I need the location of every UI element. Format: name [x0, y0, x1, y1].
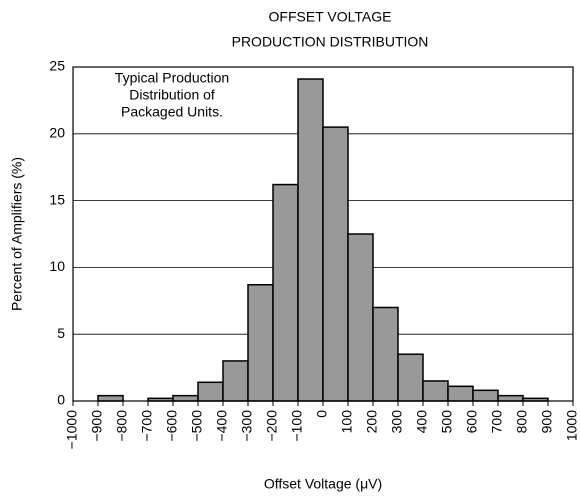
annotation-box [88, 70, 258, 128]
x-tick-label: −300 [239, 410, 255, 442]
x-tick-label: −1000 [64, 410, 80, 450]
x-tick-label: −800 [114, 410, 130, 442]
x-tick-label: 400 [414, 410, 430, 434]
bar [372, 306, 399, 402]
plot-frame [72, 66, 574, 402]
x-axis-label: Offset Voltage (μV) [264, 476, 382, 492]
x-tick-label: 500 [439, 410, 455, 434]
chart-title: PRODUCTION DISTRIBUTION [232, 34, 429, 50]
bar [272, 183, 299, 402]
y-tick-label: 25 [49, 58, 65, 74]
annotation: Typical Production [115, 70, 229, 86]
x-tick-label: 700 [489, 410, 505, 434]
annotation: Packaged Units. [121, 104, 223, 120]
y-tick-label: 15 [49, 191, 65, 207]
bar [397, 353, 424, 402]
x-tick-label: −600 [164, 410, 180, 442]
y-axis-label: Percent of Amplifiers (%) [9, 157, 25, 311]
bar [172, 394, 199, 402]
x-tick-label: −900 [89, 410, 105, 442]
x-tick-label: −500 [189, 410, 205, 442]
chart-title: OFFSET VOLTAGE [269, 9, 392, 25]
y-tick-label: 5 [57, 325, 65, 341]
y-tick-label: 20 [49, 125, 65, 141]
x-tick-label: 1000 [564, 410, 580, 441]
x-tick-label: −100 [289, 410, 305, 442]
y-tick-label: 0 [57, 392, 65, 408]
x-tick-label: −700 [139, 410, 155, 442]
bar [247, 284, 274, 402]
x-tick-label: −400 [214, 410, 230, 442]
annotation: Distribution of [129, 87, 215, 103]
x-tick-label: −200 [264, 410, 280, 442]
bar [447, 385, 474, 402]
x-tick-label: 100 [339, 410, 355, 434]
bar [197, 381, 224, 402]
x-tick-label: 800 [514, 410, 530, 434]
x-tick-label: 900 [539, 410, 555, 434]
x-tick-label: 300 [389, 410, 405, 434]
x-tick-label: 200 [364, 410, 380, 434]
bar [222, 360, 249, 402]
bar [422, 380, 449, 402]
y-tick-label: 10 [49, 258, 65, 274]
bar [347, 233, 374, 402]
bar [322, 126, 349, 402]
x-tick-label: 600 [464, 410, 480, 434]
bar [297, 78, 324, 402]
x-tick-label: 0 [314, 410, 330, 418]
bar [472, 389, 499, 402]
bar [497, 394, 524, 402]
bar [97, 394, 124, 402]
